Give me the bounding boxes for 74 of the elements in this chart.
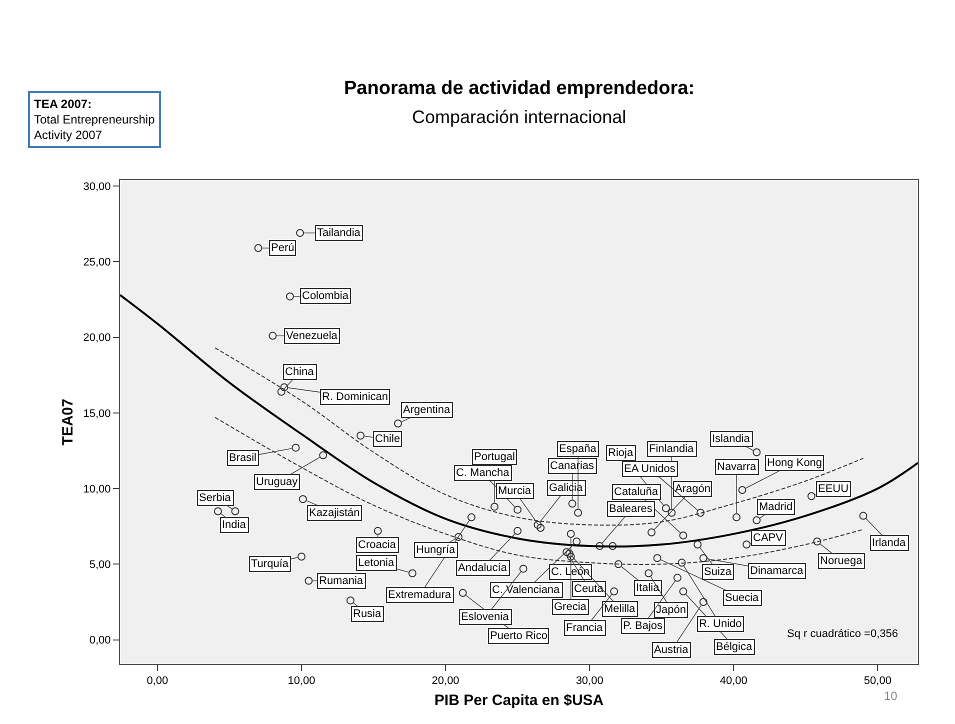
- annotation: España: [559, 443, 598, 455]
- annotation: Finlandia: [649, 443, 695, 455]
- annotation: Suecia: [725, 592, 760, 604]
- annotation: EA Unidos: [624, 463, 676, 475]
- text: TEA 2007: Total Entrepreneurship Activity 2007: [34, 97, 156, 142]
- annotation: Hungría: [416, 544, 456, 556]
- x-tick-label: 30,00: [576, 675, 604, 688]
- annotation: Croacia: [358, 539, 397, 551]
- annotation: Navarra: [717, 461, 758, 473]
- annotation: Hong Kong: [767, 457, 822, 469]
- annotation: Perú: [271, 242, 294, 254]
- annotation: Cataluña: [614, 486, 659, 498]
- annotation: R. Unido: [699, 618, 742, 630]
- y-tick-label: 5,00: [89, 559, 111, 572]
- annotation: Austria: [654, 644, 690, 656]
- annotation: Irlanda: [872, 537, 907, 549]
- annotation: EEUU: [818, 483, 849, 495]
- annotation: Noruega: [820, 555, 864, 567]
- y-tick-label: 10,00: [83, 483, 111, 496]
- annotation: Colombia: [302, 290, 350, 302]
- x-tick-label: 10,00: [288, 675, 316, 688]
- annotation: Chile: [375, 433, 400, 445]
- annotation: Letonia: [358, 557, 395, 569]
- y-tick-label: 30,00: [83, 180, 111, 193]
- y-tick-label: 25,00: [83, 256, 111, 269]
- annotation: C. Mancha: [456, 467, 510, 479]
- annotation: China: [285, 366, 315, 378]
- annotation: Portugal: [474, 451, 515, 463]
- annotation: Extremadura: [388, 589, 452, 601]
- annotation: P. Bajos: [623, 620, 664, 632]
- annotation: Bélgica: [716, 641, 753, 653]
- y-tick-label: 0,00: [89, 634, 111, 647]
- x-tick-label: 20,00: [432, 675, 460, 688]
- annotation: Grecia: [554, 601, 588, 613]
- y-axis-title: TEA07: [60, 398, 77, 446]
- chart-subtitle: Comparación internacional: [412, 107, 626, 127]
- annotation: Sq r cuadrático =0,356: [787, 628, 898, 640]
- annotation: Rumania: [319, 575, 364, 587]
- annotation: Japón: [656, 604, 686, 616]
- text: 10: [884, 689, 898, 703]
- chart-title: Panorama de actividad emprendedora:: [344, 78, 695, 99]
- y-tick-label: 15,00: [83, 408, 111, 420]
- annotation: Rioja: [608, 447, 634, 459]
- annotation: Rusia: [353, 608, 382, 620]
- annotation: Suiza: [704, 566, 732, 578]
- annotation: Turquía: [251, 558, 290, 570]
- annotation: Eslovenia: [461, 611, 510, 623]
- annotation: Brasil: [229, 452, 257, 464]
- annotation: Madrid: [759, 501, 793, 513]
- annotation: Puerto Rico: [490, 630, 548, 642]
- annotation: Venezuela: [286, 330, 338, 342]
- x-tick-label: 40,00: [720, 675, 748, 688]
- x-axis-title: PIB Per Capita en $USA: [434, 692, 604, 710]
- annotation: Andalucía: [458, 562, 508, 574]
- annotation: Melilla: [604, 603, 636, 615]
- x-tick-label: 0,00: [146, 675, 168, 688]
- annotation: Serbia: [199, 492, 232, 504]
- annotation: R. Dominican: [322, 391, 388, 403]
- annotation: Baleares: [609, 503, 653, 515]
- annotation: Kazajistán: [309, 507, 360, 519]
- annotation: India: [222, 519, 247, 531]
- annotation: CAPV: [753, 532, 784, 544]
- annotation: Islandia: [712, 433, 751, 445]
- annotation: Francia: [566, 622, 604, 634]
- annotation: Uruguay: [256, 476, 298, 488]
- annotation: Ceuta: [574, 583, 604, 595]
- annotation: Murcia: [498, 485, 532, 497]
- x-tick-label: 50,00: [864, 675, 892, 688]
- y-tick-label: 20,00: [83, 332, 111, 344]
- annotation: Dinamarca: [750, 565, 804, 577]
- annotation: Tailandia: [317, 227, 362, 239]
- annotation: C. Valenciana: [492, 584, 561, 596]
- annotation: Aragón: [675, 483, 710, 495]
- annotation: Argentina: [403, 404, 451, 416]
